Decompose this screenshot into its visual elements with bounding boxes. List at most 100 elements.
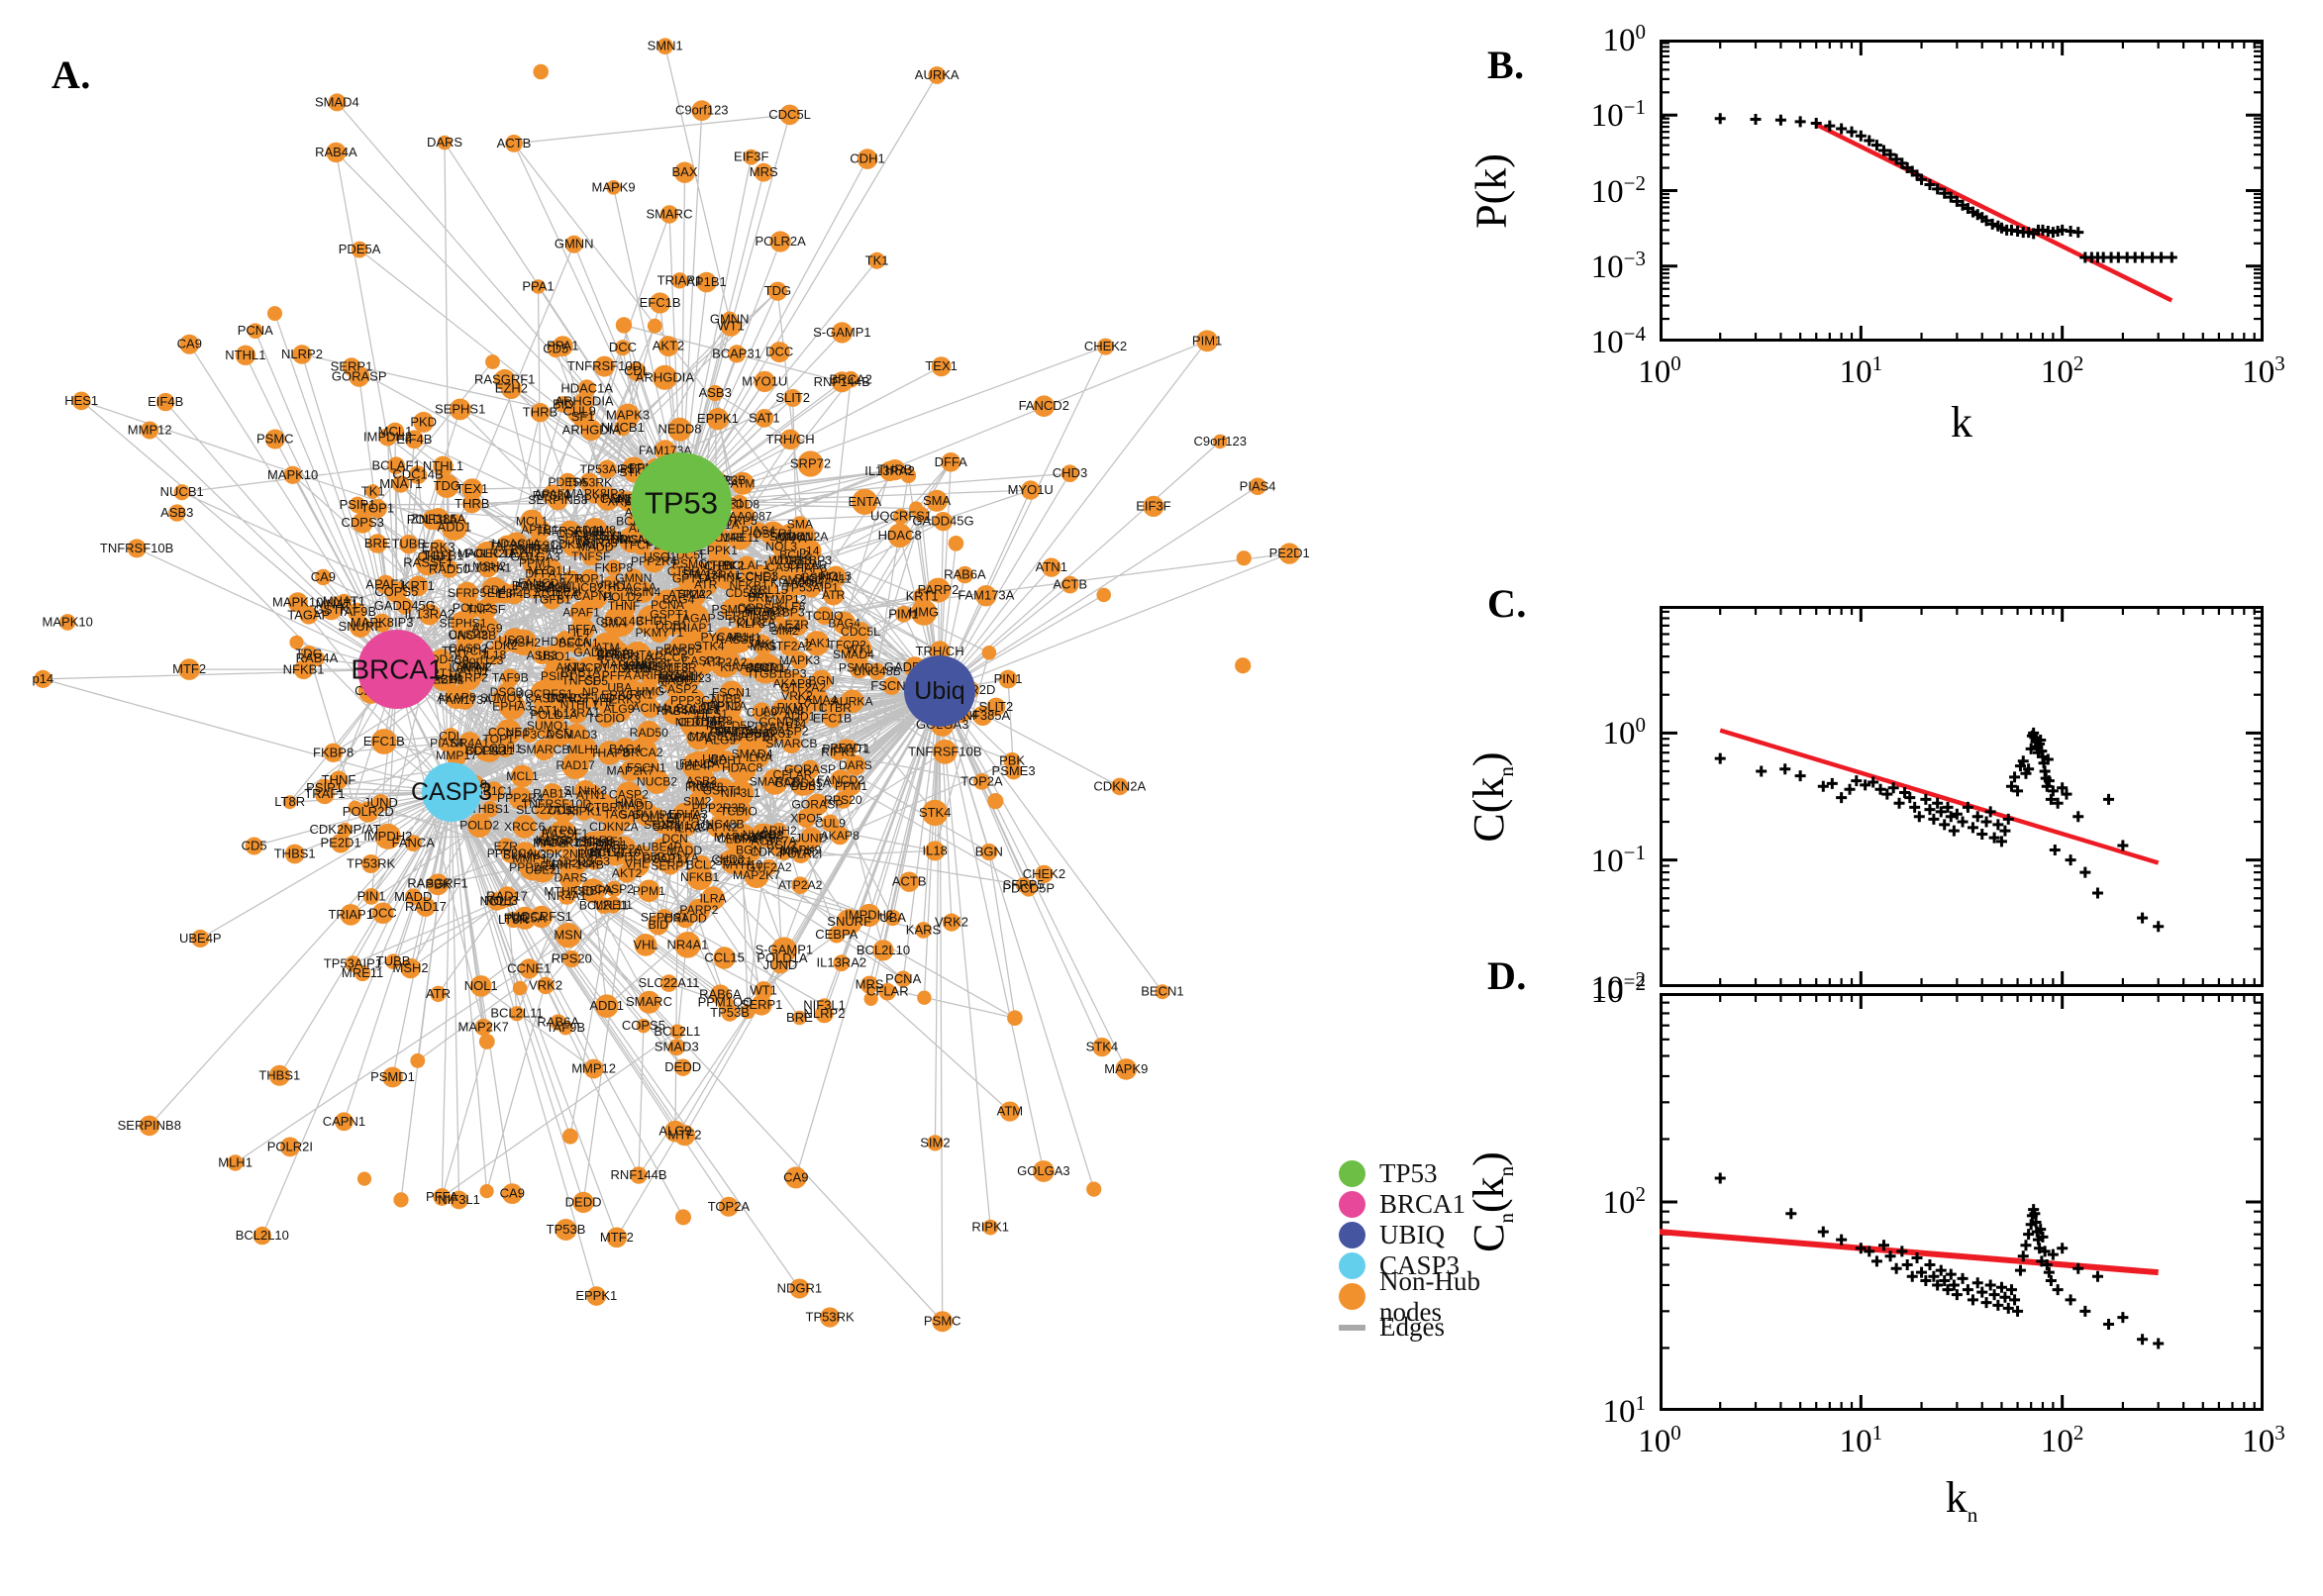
network-node[interactable] [799,559,816,577]
network-node[interactable] [562,949,580,968]
network-node[interactable] [948,536,964,551]
network-node[interactable] [825,565,847,587]
hub-node-casp3[interactable] [422,762,481,822]
network-node[interactable] [574,392,594,412]
network-node[interactable] [1007,1010,1023,1026]
network-node[interactable] [720,316,742,337]
network-node[interactable] [529,519,551,541]
network-node[interactable] [268,1064,290,1086]
network-node[interactable] [356,502,373,520]
network-node[interactable] [532,537,550,554]
network-node[interactable] [510,629,538,656]
network-node[interactable] [769,231,791,252]
hub-node-brca1[interactable] [357,630,437,709]
network-node[interactable] [1235,657,1252,674]
network-node[interactable] [792,1010,807,1026]
network-node[interactable] [408,465,428,485]
network-node[interactable] [687,647,716,675]
network-node[interactable] [561,1128,578,1145]
network-node[interactable] [467,813,492,838]
network-node[interactable] [810,669,833,691]
network-node[interactable] [481,800,499,818]
network-node[interactable] [287,592,308,613]
network-node[interactable] [555,1219,577,1241]
network-node[interactable] [329,770,349,790]
network-node[interactable] [780,596,801,617]
network-node[interactable] [1278,543,1300,564]
network-node[interactable] [178,658,200,680]
network-node[interactable] [770,937,797,963]
network-node[interactable] [443,728,459,745]
network-node[interactable] [537,557,562,584]
network-node[interactable] [836,739,857,759]
network-node[interactable] [1035,864,1054,884]
network-node[interactable] [872,940,894,961]
network-node[interactable] [804,631,830,656]
network-node[interactable] [449,398,471,421]
network-node[interactable] [820,1307,841,1328]
network-node[interactable] [547,341,564,358]
network-node[interactable] [797,539,822,563]
network-node[interactable] [361,854,381,873]
network-node[interactable] [884,909,901,927]
network-node[interactable] [511,764,534,788]
network-node[interactable] [433,455,454,477]
network-node[interactable] [716,750,737,770]
network-node[interactable] [710,814,731,835]
network-node[interactable] [696,271,717,293]
network-node[interactable] [385,953,401,969]
network-node[interactable] [617,863,637,883]
network-node[interactable] [801,577,822,598]
network-node[interactable] [790,650,809,670]
network-node[interactable] [315,778,335,798]
network-node[interactable] [141,421,159,440]
network-node[interactable] [264,429,285,449]
network-node[interactable] [531,279,546,294]
network-node[interactable] [649,622,670,644]
network-node[interactable] [593,355,615,377]
network-node[interactable] [457,732,481,755]
network-node[interactable] [127,539,147,558]
network-node[interactable] [235,345,256,365]
network-node[interactable] [779,104,800,126]
network-node[interactable] [227,1154,244,1171]
network-node[interactable] [815,606,834,626]
network-node[interactable] [496,682,516,702]
network-node[interactable] [942,913,961,932]
network-node[interactable] [892,508,910,525]
network-node[interactable] [787,715,805,734]
network-node[interactable] [156,392,175,412]
network-node[interactable] [538,827,565,853]
network-node[interactable] [605,559,622,576]
network-node[interactable] [496,739,515,757]
network-node[interactable] [168,504,186,522]
network-node[interactable] [603,605,636,638]
network-node[interactable] [570,617,595,642]
network-node[interactable] [338,822,353,838]
network-node[interactable] [371,794,390,813]
network-node[interactable] [728,580,754,606]
network-node[interactable] [750,522,767,540]
network-node[interactable] [675,1209,691,1226]
network-node[interactable] [1097,338,1114,355]
network-node[interactable] [815,1004,834,1024]
network-node[interactable] [375,574,395,595]
network-node[interactable] [606,1227,628,1248]
network-node[interactable] [459,623,485,648]
network-node[interactable] [34,669,52,689]
network-node[interactable] [1021,480,1041,500]
network-node[interactable] [299,606,319,625]
network-node[interactable] [638,879,660,903]
network-node[interactable] [393,1192,409,1208]
network-node[interactable] [572,1191,594,1214]
network-node[interactable] [656,909,673,926]
network-node[interactable] [496,886,518,908]
network-node[interactable] [797,450,824,477]
hub-node-tp53[interactable] [631,452,732,553]
network-node[interactable] [462,494,482,514]
network-node[interactable] [331,833,351,853]
network-node[interactable] [1020,880,1037,897]
network-node[interactable] [400,957,421,979]
network-node[interactable] [537,976,555,995]
network-node[interactable] [671,272,688,289]
